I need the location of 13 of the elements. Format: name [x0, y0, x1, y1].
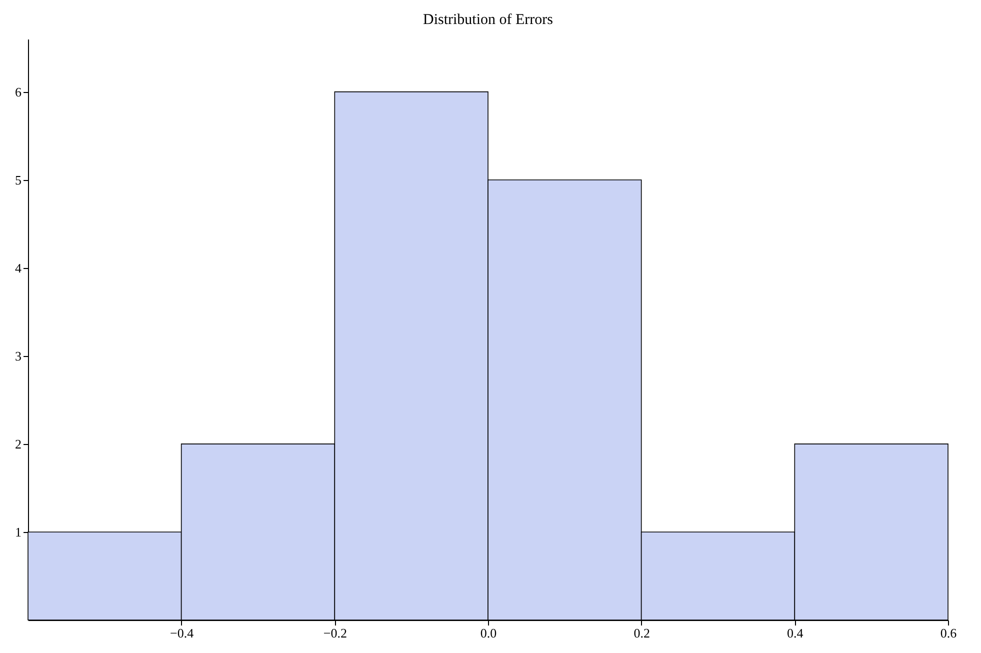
x-tick-label: 0.6	[940, 626, 958, 640]
y-tick-label: 3	[15, 348, 22, 364]
chart-title: Distribution of Errors	[423, 12, 554, 28]
y-tick-label: 4	[15, 260, 22, 276]
x-tick-label: 0.0	[480, 626, 497, 640]
x-tick-label: 0.2	[634, 626, 650, 640]
x-tick-label: 0.4	[787, 626, 804, 640]
x-tick-label: −0.2	[323, 626, 347, 640]
x-tick-label: −0.4	[170, 626, 194, 640]
y-tick-label: 2	[15, 436, 22, 452]
y-tick-label: 5	[15, 172, 22, 188]
y-tick-label: 1	[15, 524, 22, 540]
y-tick-label: 6	[15, 84, 22, 100]
